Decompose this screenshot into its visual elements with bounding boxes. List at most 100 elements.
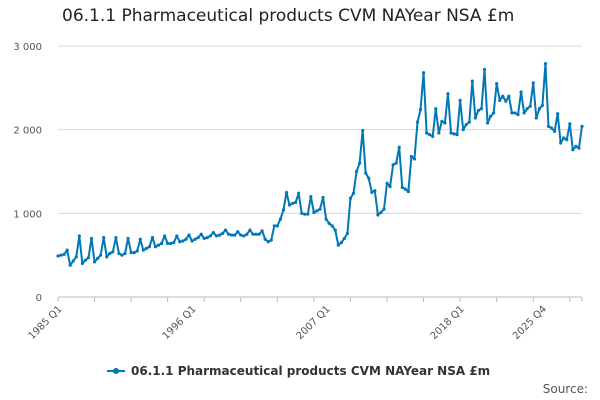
legend[interactable]: 06.1.1 Pharmaceutical products CVM NAYea…	[107, 364, 490, 378]
data-point	[354, 169, 359, 174]
data-point	[464, 123, 468, 127]
data-point	[571, 148, 575, 152]
data-point	[278, 217, 282, 221]
data-point	[223, 228, 228, 232]
data-point	[217, 233, 222, 237]
data-point	[62, 252, 66, 256]
data-point	[562, 136, 566, 140]
data-point	[543, 61, 548, 66]
data-point	[428, 133, 432, 137]
data-point	[65, 248, 69, 252]
data-point	[156, 243, 161, 247]
data-point	[309, 195, 313, 199]
data-point	[120, 253, 124, 257]
data-point	[385, 181, 389, 185]
data-point	[178, 240, 182, 244]
data-point	[336, 243, 340, 247]
data-point	[172, 241, 176, 245]
data-point	[339, 241, 343, 245]
data-point	[114, 235, 118, 240]
data-point	[208, 234, 212, 238]
data-point	[86, 256, 91, 260]
gridlines	[58, 45, 582, 214]
data-point	[306, 212, 310, 216]
data-point	[473, 116, 477, 120]
data-point	[59, 253, 63, 257]
data-point	[440, 119, 444, 123]
data-point	[519, 90, 523, 94]
data-point	[138, 237, 142, 241]
data-point	[537, 107, 541, 111]
data-point	[351, 191, 356, 195]
data-point	[233, 233, 237, 237]
data-point	[315, 209, 319, 213]
data-point	[175, 234, 179, 238]
data-point	[507, 94, 511, 98]
data-point	[169, 241, 173, 246]
data-point	[129, 251, 133, 255]
data-point	[412, 157, 417, 161]
data-point	[501, 94, 505, 98]
data-point	[559, 141, 563, 145]
data-point	[406, 189, 410, 194]
data-point	[126, 236, 130, 241]
x-axis-labels: 1985 Q1 1996 Q1 2007 Q1 2018 Q1 2025 Q4	[27, 304, 549, 342]
data-point	[132, 251, 136, 255]
data-point	[391, 163, 395, 167]
data-point	[163, 234, 167, 238]
y-tick-label: 1 000	[13, 209, 42, 220]
y-tick-label: 3 000	[13, 42, 42, 53]
data-point	[358, 161, 362, 165]
data-point	[492, 111, 496, 115]
data-point	[193, 237, 197, 241]
data-point	[272, 224, 276, 228]
data-point	[263, 237, 267, 241]
data-point	[184, 237, 188, 241]
data-point	[281, 208, 286, 212]
data-point	[111, 250, 115, 254]
data-point	[364, 171, 368, 175]
data-point	[574, 144, 578, 148]
legend-label: 06.1.1 Pharmaceutical products CVM NAYea…	[131, 364, 491, 378]
data-point	[373, 189, 377, 193]
data-point	[345, 231, 350, 236]
data-point	[485, 121, 490, 125]
y-axis-labels: 0 1 000 2 000 3 000	[13, 42, 42, 304]
data-point	[80, 261, 84, 266]
data-point	[269, 238, 273, 242]
source-label: Source:	[542, 382, 588, 396]
data-point	[108, 251, 112, 256]
data-point	[284, 190, 289, 195]
data-point	[504, 99, 508, 103]
data-point	[549, 126, 554, 130]
data-point	[327, 221, 331, 225]
data-point	[150, 235, 155, 240]
data-point	[552, 129, 557, 133]
x-tick-label: 2018 Q1	[429, 304, 467, 342]
data-point	[266, 240, 270, 244]
data-point	[275, 224, 279, 228]
data-point	[181, 239, 185, 243]
data-point	[153, 245, 158, 249]
data-point	[71, 259, 75, 263]
data-point	[257, 232, 261, 236]
data-point	[135, 249, 139, 253]
data-point	[205, 235, 209, 240]
data-point	[531, 81, 535, 85]
data-point	[467, 120, 471, 124]
data-point	[92, 260, 97, 264]
legend-marker-icon	[107, 365, 125, 377]
x-tick-label: 2007 Q1	[295, 304, 333, 342]
data-point	[479, 107, 484, 111]
data-point	[495, 82, 499, 86]
data-point	[147, 245, 151, 249]
data-point	[568, 122, 572, 126]
data-point	[123, 251, 127, 256]
y-tick-label: 2 000	[13, 126, 42, 137]
data-point	[260, 229, 264, 233]
data-point	[220, 231, 225, 236]
data-point	[394, 161, 398, 165]
x-tick-label: 2025 Q4	[511, 304, 549, 342]
data-point	[99, 253, 103, 257]
data-point	[397, 145, 401, 149]
